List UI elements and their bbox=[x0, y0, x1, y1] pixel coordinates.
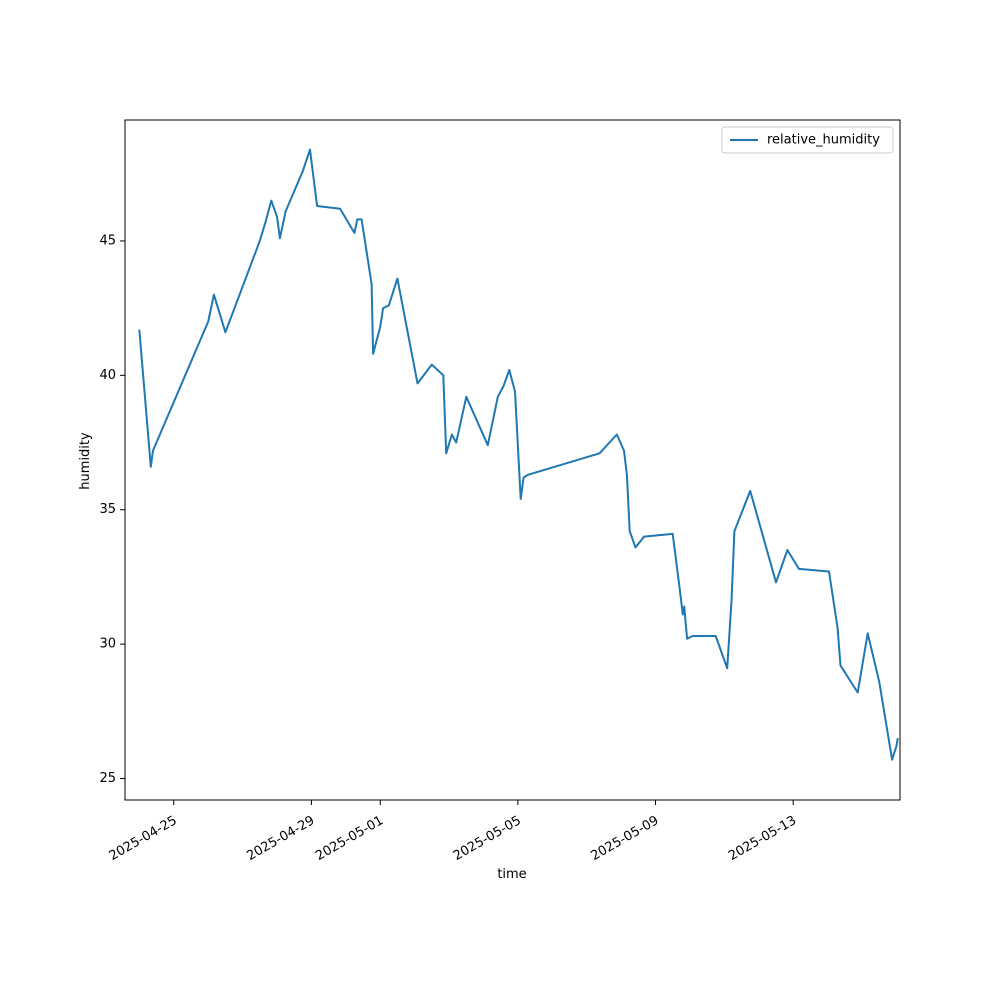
y-axis-label: humidity bbox=[78, 432, 93, 490]
y-tick-label: 25 bbox=[99, 771, 116, 786]
legend-box bbox=[721, 126, 894, 154]
series-line-relative-humidity bbox=[138, 148, 899, 761]
plot-area bbox=[138, 148, 899, 761]
legend: relative_humidity bbox=[721, 126, 894, 154]
y-tick-label: 30 bbox=[99, 637, 116, 652]
legend-label: relative_humidity bbox=[767, 133, 880, 148]
y-tick-label: 45 bbox=[99, 233, 116, 248]
y-tick-label: 35 bbox=[99, 502, 116, 517]
x-axis-label: time bbox=[497, 867, 526, 882]
y-tick-label: 40 bbox=[99, 368, 116, 383]
axes-frame bbox=[124, 119, 901, 801]
